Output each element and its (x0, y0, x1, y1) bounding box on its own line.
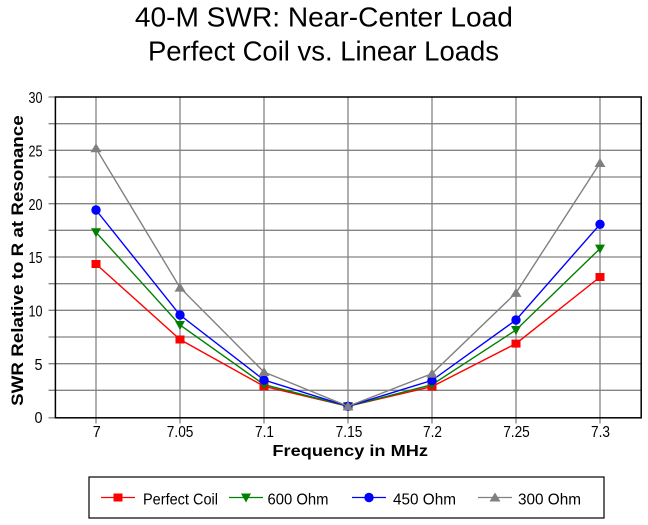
svg-text:30: 30 (29, 90, 43, 107)
svg-text:7.1: 7.1 (255, 424, 274, 441)
svg-text:20: 20 (29, 197, 43, 214)
svg-text:25: 25 (29, 143, 43, 160)
svg-text:7.05: 7.05 (167, 424, 194, 441)
svg-text:7.15: 7.15 (336, 424, 363, 441)
svg-text:0: 0 (35, 410, 43, 427)
svg-text:600 Ohm: 600 Ohm (268, 492, 329, 509)
svg-text:Frequency in MHz: Frequency in MHz (272, 443, 428, 460)
svg-text:450 Ohm: 450 Ohm (393, 492, 456, 509)
svg-text:7.2: 7.2 (423, 424, 442, 441)
svg-text:40-M SWR: Near-Center Load: 40-M SWR: Near-Center Load (135, 2, 513, 33)
svg-text:7.25: 7.25 (503, 424, 530, 441)
svg-text:10: 10 (29, 303, 43, 320)
svg-text:7.3: 7.3 (591, 424, 610, 441)
svg-text:15: 15 (29, 250, 43, 267)
svg-text:300 Ohm: 300 Ohm (518, 492, 581, 509)
svg-text:7: 7 (93, 424, 101, 441)
svg-text:5: 5 (35, 357, 43, 374)
svg-text:SWR Relative to R at Resonance: SWR Relative to R at Resonance (9, 115, 27, 406)
svg-text:Perfect Coil vs. Linear Loads: Perfect Coil vs. Linear Loads (148, 35, 499, 66)
svg-text:Perfect Coil: Perfect Coil (143, 492, 218, 509)
